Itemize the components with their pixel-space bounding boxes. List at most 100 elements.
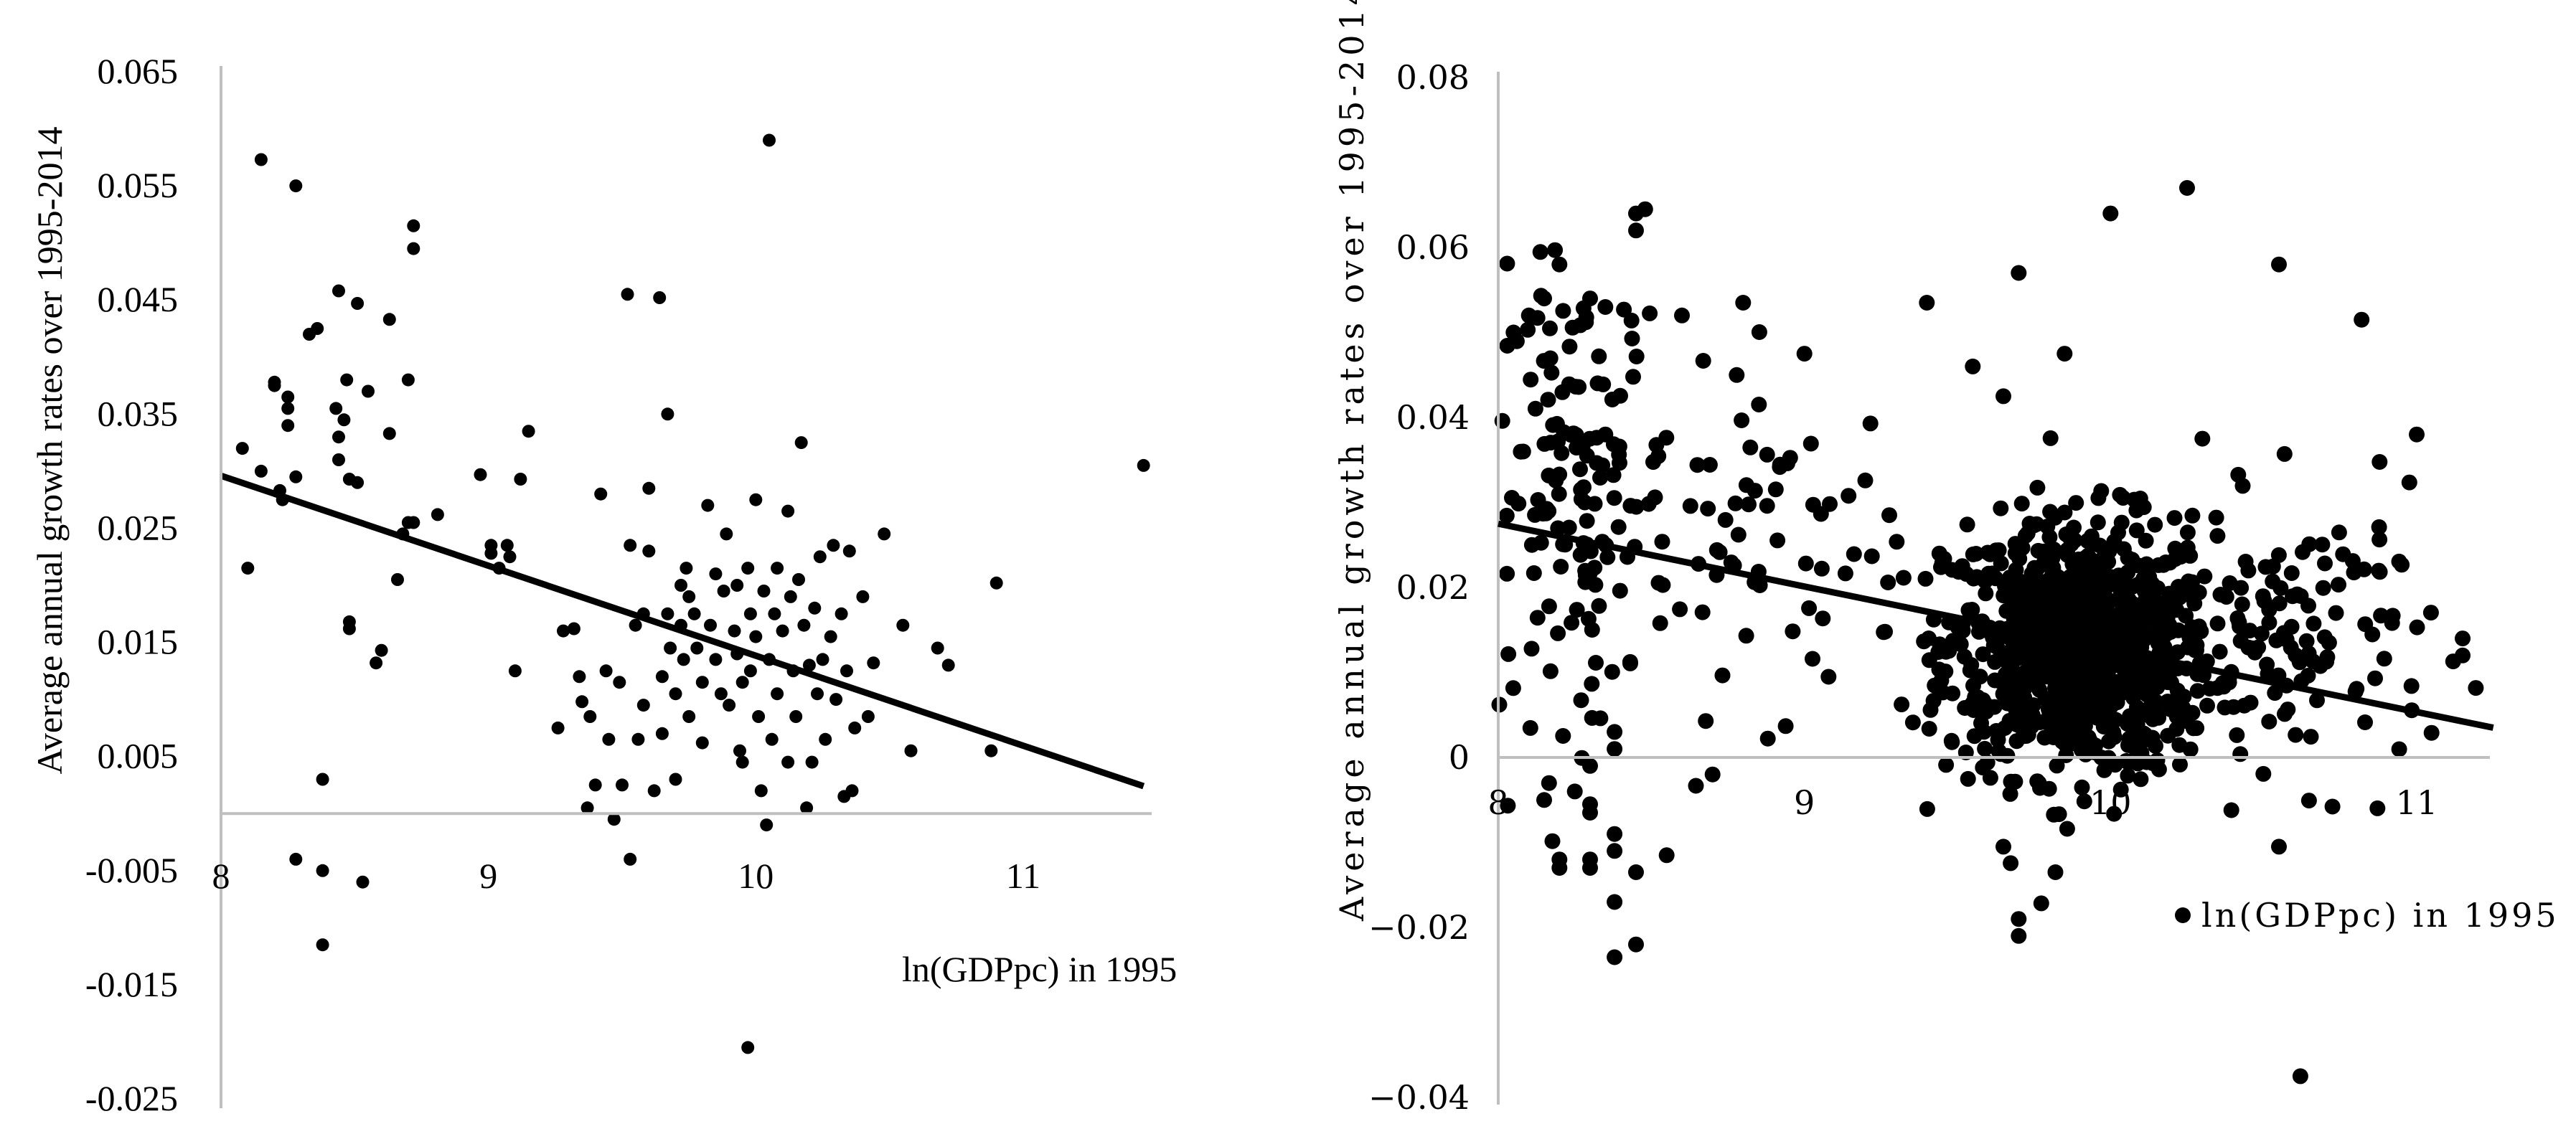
right-point xyxy=(1605,467,1622,483)
right-point xyxy=(1965,677,1981,694)
right-point xyxy=(2455,647,2471,663)
chart-right: −0.04 −0.02 0 0.02 0.04 0.06 0.08 8 9 10 11 Avera… xyxy=(1332,0,2557,1117)
left-point xyxy=(704,618,717,632)
right-point xyxy=(1805,496,1821,513)
right-point xyxy=(2356,561,2372,577)
left-point xyxy=(840,664,853,678)
right-point xyxy=(1499,338,1515,354)
right-point xyxy=(1612,582,1628,599)
right-point xyxy=(1542,350,1559,367)
right-point xyxy=(1530,492,1546,508)
left-point xyxy=(624,852,637,866)
right-point xyxy=(1550,625,1566,641)
right-point xyxy=(1536,792,1552,808)
right-point xyxy=(2172,756,2188,773)
right-point xyxy=(2371,519,2387,535)
left-point xyxy=(351,297,365,310)
right-point xyxy=(1569,440,1584,456)
right-point xyxy=(2052,702,2069,717)
left-y-tick-label: 0.035 xyxy=(98,393,179,433)
right-point xyxy=(2300,793,2317,809)
left-point xyxy=(835,607,848,620)
right-point xyxy=(2376,651,2392,667)
right-point xyxy=(2211,643,2228,660)
right-point xyxy=(1730,526,1747,543)
right-point xyxy=(1895,570,1912,586)
right-point xyxy=(2455,630,2471,647)
left-point xyxy=(984,744,998,757)
left-point xyxy=(776,624,789,638)
right-point xyxy=(1568,427,1584,443)
right-point xyxy=(1941,643,1957,659)
right-point xyxy=(2003,855,2019,871)
right-point xyxy=(2179,524,2196,541)
right-point xyxy=(2300,597,2316,614)
right-point xyxy=(2100,595,2116,612)
right-point xyxy=(2161,666,2177,683)
left-point xyxy=(407,242,420,255)
right-point xyxy=(2184,507,2201,524)
right-point xyxy=(1564,615,1580,631)
right-point xyxy=(2271,256,2287,273)
left-point xyxy=(391,573,404,586)
right-point xyxy=(2073,742,2090,758)
left-point xyxy=(332,430,345,444)
right-point xyxy=(1741,496,1757,513)
right-point xyxy=(1592,710,1609,727)
right-point xyxy=(1584,676,1600,692)
right-point xyxy=(1797,555,1814,572)
right-point xyxy=(1698,713,1714,729)
right-point xyxy=(1616,301,1632,318)
right-point xyxy=(2232,746,2249,762)
left-point xyxy=(695,736,709,750)
right-point xyxy=(2319,649,2336,666)
left-point xyxy=(701,499,715,512)
left-point xyxy=(690,641,704,655)
left-point xyxy=(771,562,784,575)
right-point xyxy=(2331,524,2347,541)
right-point xyxy=(2046,542,2062,557)
right-point xyxy=(2085,677,2102,693)
right-point xyxy=(1541,598,1557,615)
right-point xyxy=(2059,821,2075,837)
right-point xyxy=(1647,489,1663,506)
left-point xyxy=(754,784,768,798)
right-point xyxy=(2095,565,2111,582)
right-point xyxy=(2133,771,2149,788)
left-point xyxy=(760,818,774,832)
right-point xyxy=(2057,736,2074,752)
right-point xyxy=(2354,311,2370,328)
right-point xyxy=(2128,502,2145,519)
left-point xyxy=(362,384,375,398)
right-point xyxy=(2384,608,2401,624)
right-point xyxy=(2335,546,2351,562)
right-point xyxy=(1650,575,1667,591)
left-point xyxy=(629,618,642,632)
right-point xyxy=(1921,721,1937,737)
right-point xyxy=(2367,670,2383,686)
right-point xyxy=(2255,765,2272,782)
right-point xyxy=(1554,384,1571,400)
right-point xyxy=(1802,435,1819,452)
right-point xyxy=(2001,712,2018,729)
right-point xyxy=(1526,565,1542,581)
right-point xyxy=(1547,242,1564,258)
left-point xyxy=(642,544,656,558)
right-point xyxy=(2209,615,2226,632)
right-x-tick-label: 8 xyxy=(1487,783,1508,822)
right-point xyxy=(2309,692,2325,709)
right-point xyxy=(2218,589,2234,605)
right-point xyxy=(2163,696,2180,712)
right-point xyxy=(2371,532,2388,548)
right-point xyxy=(2084,535,2101,552)
right-point xyxy=(1985,629,2001,646)
right-point xyxy=(1505,324,1522,341)
right-point xyxy=(2349,681,2365,697)
right-point xyxy=(1919,295,1935,311)
left-point xyxy=(316,773,329,786)
right-point xyxy=(1965,546,1981,562)
left-point xyxy=(752,710,766,723)
right-point xyxy=(1934,555,1950,571)
right-point xyxy=(1551,860,1568,876)
